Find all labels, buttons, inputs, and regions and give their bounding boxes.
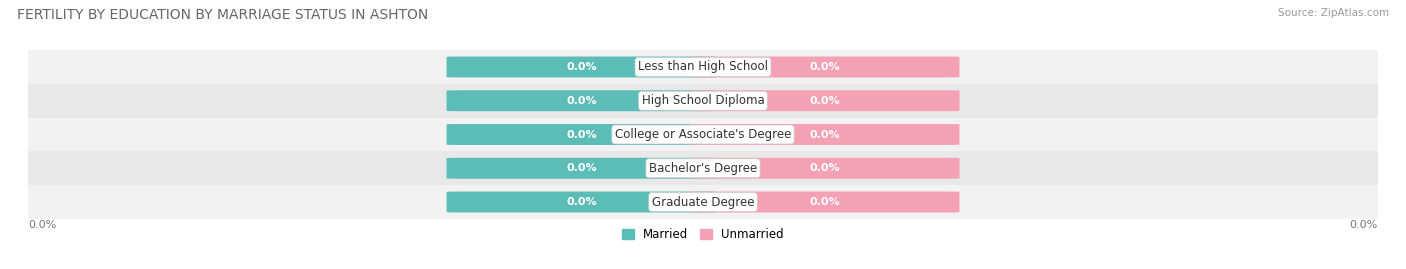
FancyBboxPatch shape xyxy=(447,90,717,111)
FancyBboxPatch shape xyxy=(447,158,717,179)
Text: 0.0%: 0.0% xyxy=(567,62,596,72)
Text: 0.0%: 0.0% xyxy=(1350,220,1378,229)
Text: College or Associate's Degree: College or Associate's Degree xyxy=(614,128,792,141)
Legend: Married, Unmarried: Married, Unmarried xyxy=(617,223,789,246)
Text: 0.0%: 0.0% xyxy=(567,163,596,173)
Text: 0.0%: 0.0% xyxy=(810,96,839,106)
Text: Graduate Degree: Graduate Degree xyxy=(652,196,754,208)
Text: Less than High School: Less than High School xyxy=(638,61,768,73)
Bar xyxy=(28,84,1378,118)
Text: 0.0%: 0.0% xyxy=(567,129,596,140)
Bar xyxy=(28,185,1378,219)
Text: Source: ZipAtlas.com: Source: ZipAtlas.com xyxy=(1278,8,1389,18)
FancyBboxPatch shape xyxy=(689,192,959,213)
Text: 0.0%: 0.0% xyxy=(28,220,56,229)
FancyBboxPatch shape xyxy=(447,124,717,145)
Text: 0.0%: 0.0% xyxy=(810,62,839,72)
Text: 0.0%: 0.0% xyxy=(567,96,596,106)
Text: 0.0%: 0.0% xyxy=(810,197,839,207)
Text: High School Diploma: High School Diploma xyxy=(641,94,765,107)
Text: 0.0%: 0.0% xyxy=(810,163,839,173)
Text: 0.0%: 0.0% xyxy=(567,197,596,207)
FancyBboxPatch shape xyxy=(689,56,959,77)
FancyBboxPatch shape xyxy=(447,56,717,77)
FancyBboxPatch shape xyxy=(447,192,717,213)
Bar xyxy=(28,50,1378,84)
FancyBboxPatch shape xyxy=(689,124,959,145)
FancyBboxPatch shape xyxy=(689,90,959,111)
Bar xyxy=(28,151,1378,185)
Text: FERTILITY BY EDUCATION BY MARRIAGE STATUS IN ASHTON: FERTILITY BY EDUCATION BY MARRIAGE STATU… xyxy=(17,8,427,22)
Text: 0.0%: 0.0% xyxy=(810,129,839,140)
FancyBboxPatch shape xyxy=(689,158,959,179)
Bar xyxy=(28,118,1378,151)
Text: Bachelor's Degree: Bachelor's Degree xyxy=(650,162,756,175)
